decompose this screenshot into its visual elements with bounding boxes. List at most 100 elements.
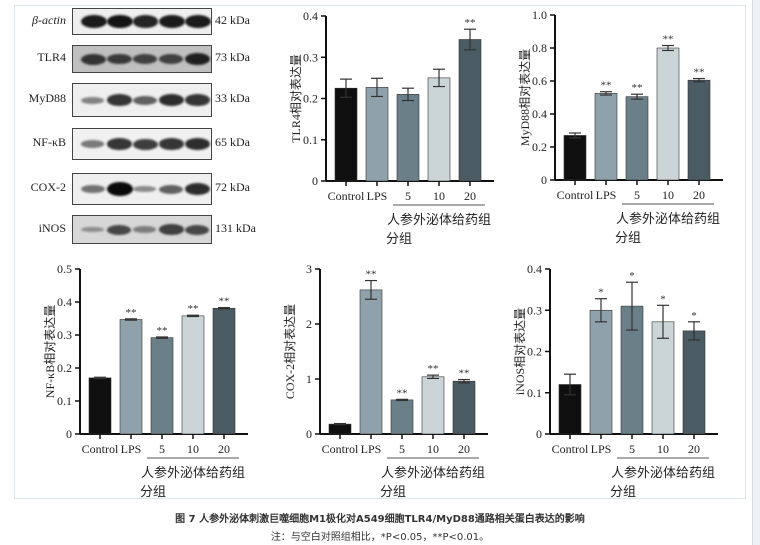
chart-svg: iNOS相对表达量 0 0.1 0.2 0.3 0.4 Control * LPS * 5 * 10 * 2… <box>513 262 718 499</box>
significance-mark: ** <box>188 303 199 315</box>
x-tick-label: 20 <box>218 442 230 456</box>
x-tick-label: 5 <box>405 189 411 203</box>
group-label: 人参外泌体给药组 <box>616 211 720 226</box>
blot-band <box>133 185 156 193</box>
chart-svg: TLR4相对表达量 0 0.1 0.2 0.3 0.4 Control LPS 5 10 ** 20 人… <box>289 9 494 246</box>
x-tick-label: LPS <box>367 189 388 203</box>
blot-band <box>185 15 211 28</box>
y-tick-label: 0.3 <box>57 328 72 342</box>
blot-band <box>81 140 105 148</box>
chart-nfkb: NF-κB相对表达量 0 0.1 0.2 0.3 0.4 0.5 Control ** LPS **… <box>30 259 260 509</box>
x-tick-label: 5 <box>629 442 635 456</box>
x-tick-label: 20 <box>464 189 476 203</box>
y-tick-label: 0.4 <box>57 295 72 309</box>
x-tick-label: 20 <box>688 442 700 456</box>
significance-mark: ** <box>694 67 705 79</box>
y-axis-label: NF-κB相对表达量 <box>43 305 57 398</box>
molecular-weight: 73 kDa <box>215 50 250 64</box>
x-tick-label: LPS <box>361 442 382 456</box>
y-tick-label: 0.2 <box>57 361 72 375</box>
x-tick-label: LPS <box>591 442 612 456</box>
y-tick-label: 0.3 <box>303 50 318 64</box>
molecular-weight: 65 kDa <box>215 135 250 149</box>
molecular-weight: 72 kDa <box>215 180 250 194</box>
x-tick-label: Control <box>328 189 365 203</box>
x-axis-label: 分组 <box>386 231 412 246</box>
figure-note: 注：与空白对照组相比，*P<0.05，**P<0.01。 <box>270 532 490 543</box>
x-tick-label: Control <box>322 442 359 456</box>
bar <box>421 376 445 435</box>
chart-myd88: MyD88相对表达量 0 0.2 0.4 0.6 0.8 1.0 Control ** LPS **… <box>505 5 735 255</box>
blot-band <box>107 94 132 106</box>
blot-band <box>185 224 210 235</box>
blot-strip <box>72 128 212 160</box>
molecular-weight: 33 kDa <box>215 91 250 105</box>
bar <box>458 39 482 182</box>
bar <box>396 94 420 182</box>
group-label: 人参外泌体给药组 <box>387 212 491 227</box>
significance-mark: ** <box>157 325 168 337</box>
group-label: 人参外泌体给药组 <box>381 465 485 480</box>
bar <box>452 380 476 435</box>
chart-cox2: COX-2相对表达量 0 1 2 3 Control ** LPS ** 5 ** 10 ** 20 人参外… <box>270 259 500 509</box>
y-tick-label: 0.4 <box>527 262 542 276</box>
chart-svg: COX-2相对表达量 0 1 2 3 Control ** LPS ** 5 ** 10 ** 20 人参外… <box>283 262 488 499</box>
y-tick-label: 0.8 <box>532 41 547 55</box>
chart-inos: iNOS相对表达量 0 0.1 0.2 0.3 0.4 Control * LPS * 5 * 10 * 2… <box>500 259 730 509</box>
bar <box>390 399 414 435</box>
blot-strip <box>72 8 212 35</box>
significance-mark: ** <box>397 387 408 399</box>
figure-caption: 图 7 人参外泌体刺激巨噬细胞M1极化对A549细胞TLR4/MyD88通路相关… <box>175 514 585 525</box>
x-tick-label: Control <box>557 188 594 202</box>
y-tick-label: 0.4 <box>303 9 318 23</box>
significance-mark: * <box>660 293 666 305</box>
bar <box>365 87 389 182</box>
molecular-weight: 42 kDa <box>215 12 250 27</box>
bar <box>181 315 205 435</box>
chart-tlr4: TLR4相对表达量 0 0.1 0.2 0.3 0.4 Control LPS 5 10 ** 20 人… <box>276 6 506 256</box>
bar <box>563 135 587 181</box>
y-tick-label: 3 <box>306 262 312 276</box>
y-tick-label: 0.2 <box>532 140 547 154</box>
bar <box>427 77 451 182</box>
y-tick-label: 0.1 <box>527 386 542 400</box>
page-edge <box>752 0 760 545</box>
y-tick-label: 0.1 <box>303 133 318 147</box>
blot-band <box>159 224 184 235</box>
blot-band <box>107 14 133 29</box>
significance-mark: * <box>598 287 604 299</box>
blot-band <box>133 226 156 233</box>
blot-band <box>185 183 211 195</box>
blot-band <box>81 15 107 28</box>
significance-mark: * <box>691 310 697 322</box>
bar <box>594 93 618 181</box>
blot-strip <box>72 83 212 117</box>
bar <box>589 309 613 435</box>
blot-band <box>81 96 105 104</box>
blot-label: NF-κB <box>32 135 66 149</box>
significance-mark: ** <box>632 82 643 94</box>
bar <box>328 423 352 435</box>
blot-band <box>159 15 185 28</box>
x-tick-label: 5 <box>399 442 405 456</box>
significance-mark: ** <box>126 307 137 319</box>
blot-band <box>185 138 211 150</box>
bar <box>212 307 236 435</box>
significance-mark: ** <box>601 80 612 92</box>
y-axis-label: TLR4相对表达量 <box>289 54 303 143</box>
blot-band <box>107 53 132 65</box>
bar <box>682 330 706 435</box>
x-tick-label: 10 <box>187 442 199 456</box>
significance-mark: ** <box>428 363 439 375</box>
y-tick-label: 0.5 <box>57 262 72 276</box>
bar <box>359 289 383 435</box>
blot-label: TLR4 <box>37 50 66 64</box>
blot-band <box>107 182 133 196</box>
blot-band <box>133 54 158 64</box>
y-tick-label: 1 <box>306 372 312 386</box>
bar <box>334 87 358 182</box>
x-tick-label: LPS <box>596 188 617 202</box>
significance-mark: ** <box>219 296 230 308</box>
blot-label: MyD88 <box>28 91 66 105</box>
y-tick-label: 0.2 <box>303 92 318 106</box>
